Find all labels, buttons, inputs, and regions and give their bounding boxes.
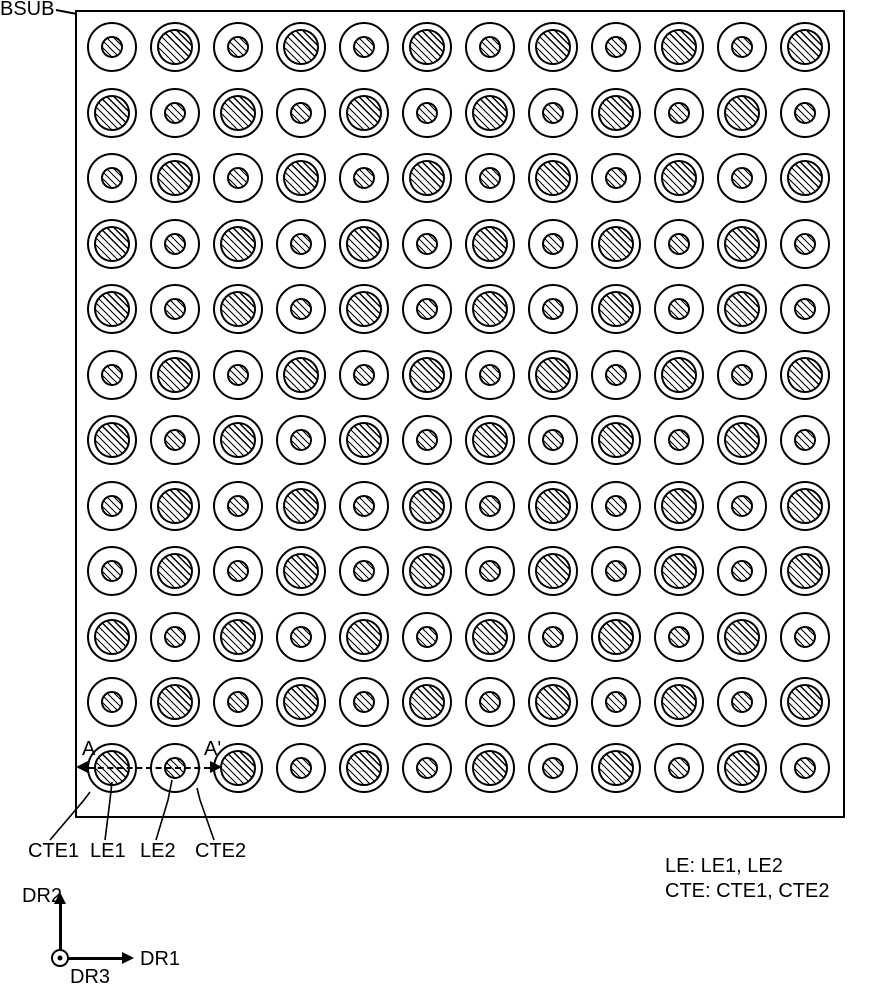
diagram-canvas: BSUB A A' CTE1 LE1 LE2 CTE2 LE: LE1, LE2…: [0, 0, 883, 1000]
label-cte2: CTE2: [195, 840, 246, 863]
axis-dr1-label: DR1: [140, 948, 180, 971]
axis-dr1-arrow: [122, 952, 134, 964]
axis-dr2-label: DR2: [22, 885, 62, 908]
legend-line-1: LE: LE1, LE2: [665, 855, 783, 878]
legend-line-2: CTE: CTE1, CTE2: [665, 880, 829, 903]
label-le1: LE1: [90, 840, 126, 863]
axis-dr3-label: DR3: [70, 966, 110, 989]
axis-dr1-line: [60, 957, 122, 960]
axis-dr3-dot: [51, 949, 69, 967]
callout-leaders: [0, 0, 883, 1000]
label-le2: LE2: [140, 840, 176, 863]
label-cte1: CTE1: [28, 840, 79, 863]
